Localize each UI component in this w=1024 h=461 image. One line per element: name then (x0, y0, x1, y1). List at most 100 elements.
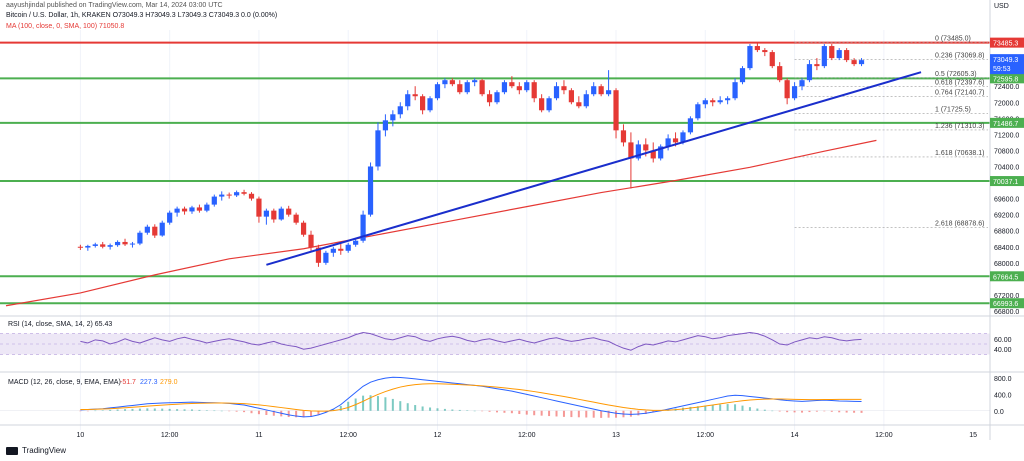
candle-body (107, 245, 113, 247)
macd-histogram-bar (399, 401, 402, 411)
candle-body (739, 68, 746, 83)
macd-histogram-bar (347, 401, 350, 411)
candle-body (561, 86, 567, 91)
candle-body (628, 142, 634, 159)
price-level-badge (990, 37, 1024, 48)
fib-level-label: 1.236 (71310.3) (935, 123, 984, 130)
macd-histogram-bar (704, 405, 707, 411)
time-tick-label: 12:00 (697, 432, 715, 439)
macd-histogram-bar (748, 407, 751, 411)
candle-body (375, 130, 381, 167)
candle-body (129, 243, 136, 245)
candle-body (360, 214, 366, 241)
fib-level-label: 0.236 (73069.8) (935, 52, 984, 59)
candle-body (844, 50, 850, 61)
macd-histogram-bar (711, 405, 714, 411)
candle-body (754, 46, 760, 51)
symbol-legend[interactable]: Bitcoin / U.S. Dollar, 1h, KRAKEN O73049… (6, 12, 278, 19)
macd-histogram-bar (220, 410, 223, 412)
price-tick-label: 66800.0 (994, 309, 1019, 316)
candle-body (204, 204, 210, 211)
macd-histogram-bar (317, 410, 320, 415)
macd-histogram-bar (525, 410, 528, 415)
candle-body (829, 46, 835, 59)
candle-body (583, 94, 589, 107)
candle-body (717, 100, 723, 103)
macd-histogram-bar (101, 410, 104, 411)
price-tick-label: 68800.0 (994, 229, 1019, 236)
macd-histogram-bar (369, 395, 372, 411)
macd-signal-line (80, 383, 862, 412)
macd-histogram-bar (391, 398, 394, 411)
macd-histogram-bar (79, 410, 82, 412)
candle-body (367, 166, 374, 215)
macd-histogram-bar (451, 409, 454, 411)
macd-histogram-bar (243, 410, 246, 413)
macd-histogram-bar (161, 408, 164, 411)
macd-histogram-bar (116, 409, 119, 411)
ma-legend[interactable]: MA (100, close, 0, SMA, 100) 71050.8 (6, 23, 125, 30)
macd-histogram-bar (109, 409, 112, 411)
candle-body (286, 208, 292, 215)
macd-histogram-bar (124, 409, 127, 411)
macd-histogram-bar (696, 406, 699, 411)
candle-body (234, 192, 240, 196)
time-tick-label: 14 (791, 432, 799, 439)
published-line: aayushjindal published on TradingView.co… (6, 2, 223, 9)
macd-histogram-bar (533, 410, 536, 416)
candle-body (427, 98, 433, 111)
time-tick-label: 12:00 (518, 432, 536, 439)
macd-histogram-bar (853, 410, 856, 413)
price-tick-label: 72000.0 (994, 100, 1019, 107)
macd-histogram-bar (607, 410, 610, 418)
rsi-legend: RSI (14, close, SMA, 14, 2) 65.43 (8, 321, 112, 328)
macd-histogram-bar (823, 410, 826, 412)
macd-histogram-bar (183, 409, 186, 411)
tradingview-logo-icon (6, 446, 18, 455)
candle-body (167, 212, 173, 223)
macd-value: 227.3 (140, 379, 158, 386)
time-tick-label: 15 (969, 432, 977, 439)
price-tick-label: 68400.0 (994, 245, 1019, 252)
macd-histogram-bar (473, 410, 476, 412)
candle-body (241, 192, 247, 194)
candle-body (665, 138, 671, 147)
candle-body (278, 208, 284, 220)
countdown-text: 59:53 (993, 66, 1011, 73)
candle-body (420, 96, 426, 111)
candle-body (174, 208, 180, 213)
macd-histogram-bar (615, 410, 618, 418)
candle-body (248, 193, 255, 199)
candle-body (486, 94, 493, 103)
candle-body (464, 82, 470, 93)
macd-histogram-bar (577, 410, 580, 418)
candle-body (643, 144, 649, 151)
candle-body (613, 90, 619, 131)
last-price-text: 73049.3 (993, 57, 1018, 64)
time-tick-label: 12:00 (339, 432, 357, 439)
candle-body (836, 50, 842, 59)
candle-body (196, 207, 203, 211)
macd-histogram-bar (845, 410, 848, 413)
macd-histogram-bar (503, 410, 506, 413)
candle-body (315, 247, 322, 263)
macd-histogram-bar (146, 408, 149, 411)
fib-level-label: 0.764 (72140.7) (935, 90, 984, 97)
axes (0, 0, 1024, 440)
candle-body (353, 240, 359, 245)
price-tick-label: 70800.0 (994, 148, 1019, 155)
candle-body (650, 150, 656, 159)
macd-histogram-bar (429, 407, 432, 411)
candle-body (553, 86, 560, 99)
candle-body (710, 100, 716, 103)
labels: 0 (73485.0)0.236 (73069.8)0.5 (72605.3)0… (8, 3, 1024, 439)
macd-tick-label: 800.0 (994, 376, 1012, 383)
candle-body (449, 80, 455, 85)
candle-body (791, 86, 798, 99)
macd-histogram-bar (287, 410, 290, 418)
macd-histogram-bar (741, 405, 744, 411)
macd-histogram-bar (176, 409, 179, 411)
macd-histogram-bar (719, 404, 722, 411)
candle-body (769, 52, 775, 67)
